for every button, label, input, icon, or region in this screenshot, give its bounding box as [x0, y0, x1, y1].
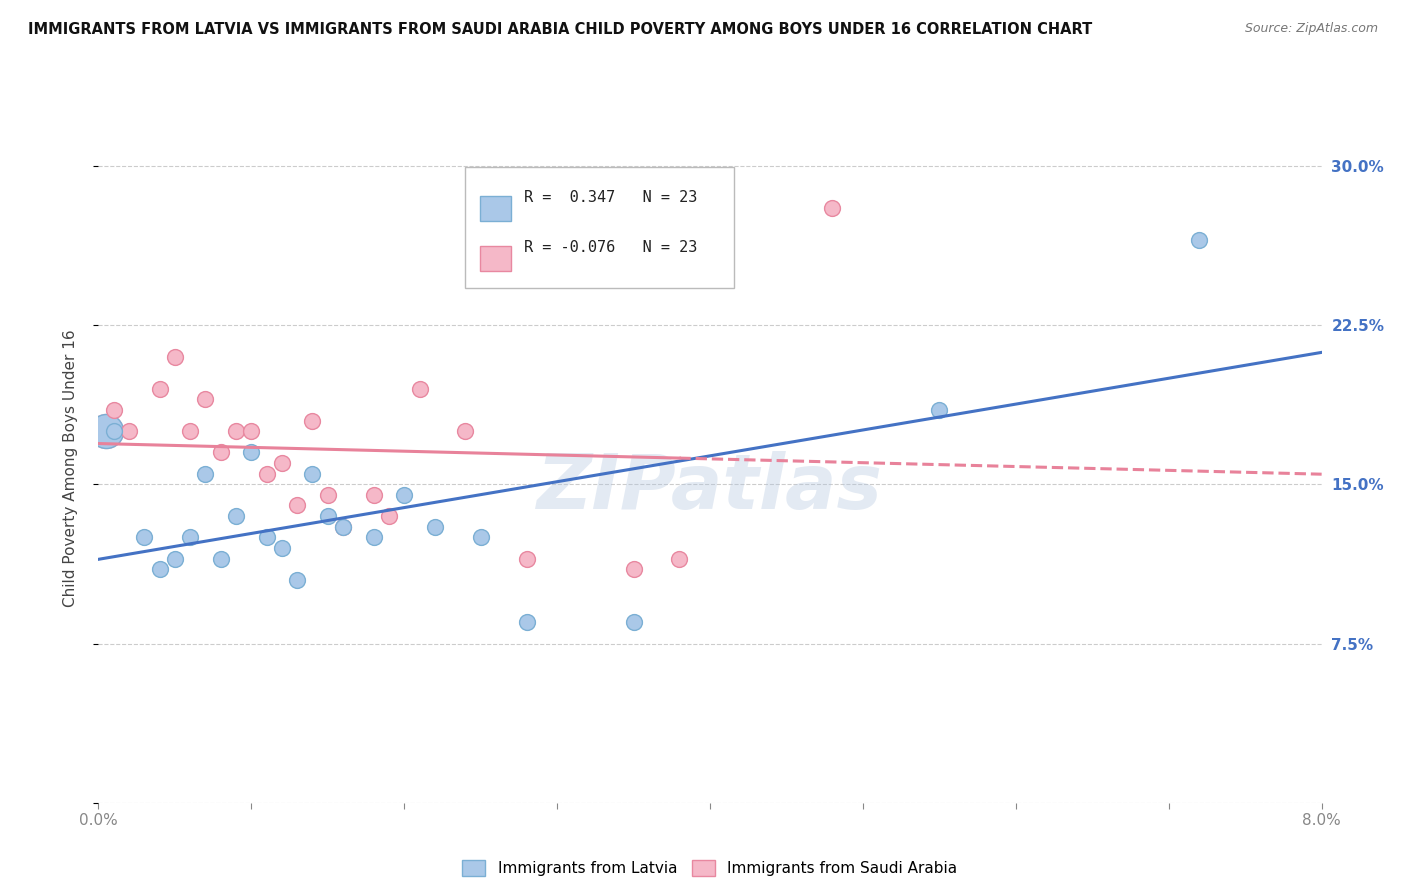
Point [225, 509, 247, 524]
Point [285, 499, 308, 513]
Point [454, 424, 477, 438]
Point [194, 467, 217, 481]
Point [470, 530, 492, 544]
FancyBboxPatch shape [465, 168, 734, 288]
Point [163, 350, 186, 364]
Point [928, 403, 950, 417]
Point [316, 488, 339, 502]
Text: R =  0.347   N = 23: R = 0.347 N = 23 [524, 190, 697, 205]
Point [149, 562, 172, 576]
Point [163, 551, 186, 566]
Point [301, 413, 323, 427]
Point [240, 424, 263, 438]
FancyBboxPatch shape [479, 195, 510, 221]
Point [623, 615, 645, 630]
Point [623, 562, 645, 576]
Point [332, 519, 354, 533]
Point [240, 445, 263, 459]
Point [423, 519, 446, 533]
Point [103, 424, 125, 438]
Point [194, 392, 217, 407]
Point [270, 541, 294, 555]
Point [516, 615, 538, 630]
Point [225, 424, 247, 438]
Point [149, 382, 172, 396]
Point [378, 509, 401, 524]
Point [332, 519, 354, 533]
Legend: Immigrants from Latvia, Immigrants from Saudi Arabia: Immigrants from Latvia, Immigrants from … [457, 854, 963, 882]
Point [316, 509, 339, 524]
Point [209, 551, 232, 566]
Point [408, 382, 430, 396]
Point [363, 488, 385, 502]
Point [392, 488, 416, 502]
FancyBboxPatch shape [479, 246, 510, 271]
Text: R = -0.076   N = 23: R = -0.076 N = 23 [524, 240, 697, 255]
Y-axis label: Child Poverty Among Boys Under 16: Child Poverty Among Boys Under 16 [63, 329, 77, 607]
Point [118, 424, 141, 438]
Point [363, 530, 385, 544]
Point [179, 530, 201, 544]
Point [134, 530, 156, 544]
Point [256, 467, 278, 481]
Point [270, 456, 294, 470]
Point [256, 530, 278, 544]
Text: Source: ZipAtlas.com: Source: ZipAtlas.com [1244, 22, 1378, 36]
Point [103, 403, 125, 417]
Point [1188, 233, 1211, 247]
Text: ZIPatlas: ZIPatlas [537, 451, 883, 525]
Point [668, 551, 690, 566]
Point [821, 201, 844, 215]
Point [209, 445, 232, 459]
Point [179, 424, 201, 438]
Point [301, 467, 323, 481]
Text: IMMIGRANTS FROM LATVIA VS IMMIGRANTS FROM SAUDI ARABIA CHILD POVERTY AMONG BOYS : IMMIGRANTS FROM LATVIA VS IMMIGRANTS FRO… [28, 22, 1092, 37]
Point [285, 573, 308, 587]
Point [516, 551, 538, 566]
Point [94, 424, 117, 438]
Point [94, 424, 117, 438]
